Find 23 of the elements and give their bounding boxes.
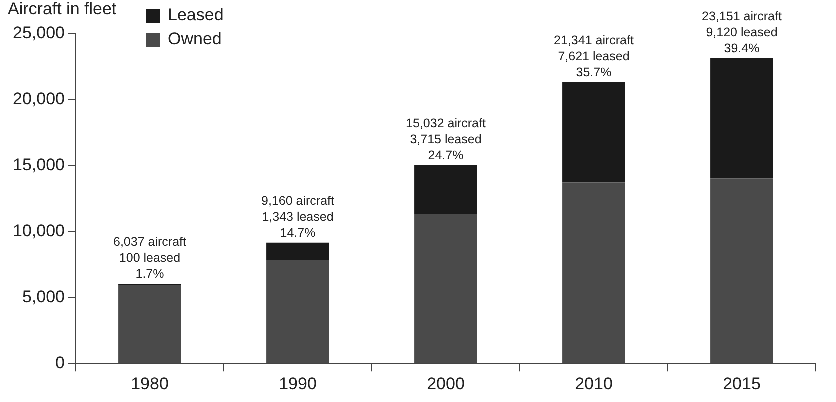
legend-label: Leased	[168, 6, 224, 25]
bar	[562, 82, 626, 183]
bar	[266, 242, 330, 261]
total-label: 21,341 aircraft 7,621 leased 35.7%	[554, 33, 634, 80]
y-tick-label: 0	[56, 353, 65, 372]
x-tick-label: 2015	[723, 374, 761, 394]
y-tick-label: 15,000	[12, 156, 65, 175]
total-label: 23,151 aircraft 9,120 leased 39.4%	[702, 10, 782, 56]
y-tick-label: 20,000	[12, 90, 65, 109]
total-label: 15,032 aircraft 3,715 leased 24.7%	[406, 116, 486, 163]
x-tick-label: 1990	[279, 374, 317, 394]
x-tick-label: 1980	[131, 374, 169, 394]
y-tick-label: 10,000	[12, 221, 65, 240]
y-tick-label: 25,000	[12, 24, 65, 43]
x-tick-label: 2010	[575, 374, 613, 394]
total-label: 9,160 aircraft 1,343 leased 14.7%	[262, 194, 335, 240]
y-tick-label: 5,000	[22, 287, 65, 306]
bar	[710, 58, 774, 179]
y-axis-title: Aircraft in fleet	[8, 0, 117, 19]
x-tick-label: 2000	[427, 374, 465, 394]
total-label: 6,037 aircraft 100 leased 1.7%	[114, 235, 187, 282]
legend-label: Owned	[168, 30, 222, 49]
bar	[414, 165, 478, 214]
